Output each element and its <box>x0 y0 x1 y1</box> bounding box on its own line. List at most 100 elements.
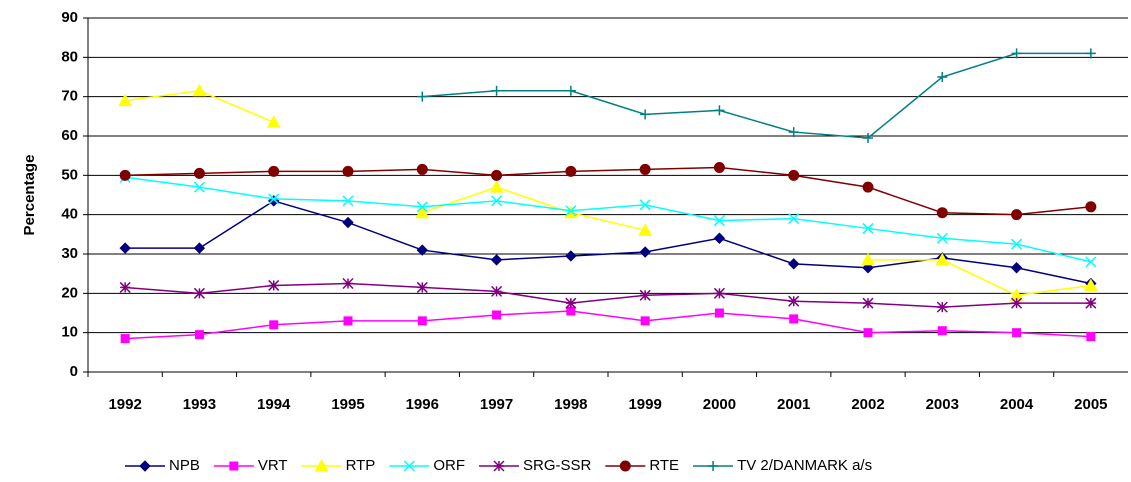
x-tick-label: 2002 <box>851 396 884 413</box>
marker <box>565 165 577 177</box>
marker <box>1084 278 1098 291</box>
marker <box>639 289 651 301</box>
marker <box>193 167 205 179</box>
marker <box>1085 297 1097 309</box>
marker <box>415 205 430 219</box>
marker <box>192 83 207 97</box>
marker <box>1011 209 1023 221</box>
marker <box>862 222 874 234</box>
marker <box>1012 328 1022 338</box>
marker <box>416 244 428 256</box>
y-axis-label: Percentage <box>21 155 38 236</box>
marker <box>565 250 577 262</box>
x-tick-label: 2005 <box>1074 396 1107 413</box>
marker <box>1085 256 1097 268</box>
x-tick-label: 1999 <box>628 396 661 413</box>
marker <box>268 165 280 177</box>
x-tick-label: 1998 <box>554 396 587 413</box>
legend-marker <box>403 460 415 472</box>
marker <box>714 308 724 318</box>
marker <box>788 169 800 181</box>
marker <box>639 246 651 258</box>
marker <box>565 85 576 96</box>
marker <box>935 252 950 266</box>
marker <box>268 193 280 205</box>
marker <box>1010 262 1023 274</box>
series-line <box>125 166 1091 216</box>
y-tick-label: 10 <box>61 324 78 341</box>
marker <box>713 232 726 244</box>
y-tick-label: 50 <box>61 166 78 183</box>
marker <box>565 205 577 217</box>
marker <box>1086 332 1096 342</box>
marker <box>861 252 875 266</box>
y-tick-label: 30 <box>61 245 78 262</box>
marker <box>268 279 280 291</box>
marker <box>638 223 652 236</box>
legend-marker <box>314 458 329 472</box>
marker <box>862 181 874 193</box>
marker <box>788 127 799 138</box>
legend-marker <box>493 460 505 472</box>
marker <box>863 132 873 143</box>
legend-label: VRT <box>258 457 288 474</box>
marker <box>268 195 280 207</box>
series-line <box>125 310 1091 340</box>
marker <box>936 301 948 313</box>
marker <box>564 205 578 219</box>
marker <box>713 161 725 173</box>
marker <box>936 232 948 244</box>
marker <box>490 254 503 266</box>
marker <box>639 199 651 211</box>
marker <box>266 115 281 128</box>
marker <box>119 169 131 181</box>
x-tick-label: 1994 <box>257 396 291 413</box>
legend-label: RTP <box>346 457 376 474</box>
marker <box>863 328 873 338</box>
x-tick-label: 1993 <box>183 396 216 413</box>
marker <box>1085 201 1097 213</box>
legend-label: RTE <box>649 457 679 474</box>
marker <box>491 169 503 181</box>
marker <box>492 310 502 320</box>
marker <box>342 216 354 229</box>
legend-label: ORF <box>433 457 465 474</box>
marker <box>788 258 800 270</box>
marker <box>417 316 427 326</box>
y-tick-label: 60 <box>61 127 78 144</box>
marker <box>342 277 354 290</box>
marker <box>193 242 206 254</box>
marker <box>789 314 799 324</box>
marker <box>1011 238 1023 250</box>
marker <box>565 297 577 309</box>
x-tick-label: 1995 <box>331 396 364 413</box>
marker <box>566 306 576 316</box>
x-tick-label: 2004 <box>1000 396 1034 413</box>
marker <box>343 316 353 326</box>
marker <box>416 281 428 293</box>
series-line <box>125 176 1092 263</box>
x-tick-label: 2003 <box>926 396 959 413</box>
y-tick-label: 90 <box>61 9 78 26</box>
x-tick-label: 2001 <box>777 396 810 413</box>
legend-label: NPB <box>169 457 200 474</box>
series-line <box>422 52 1091 139</box>
marker <box>120 334 130 344</box>
marker <box>1011 297 1023 309</box>
marker <box>342 165 354 177</box>
marker <box>118 93 132 107</box>
marker <box>119 281 131 293</box>
marker <box>862 297 874 309</box>
marker <box>491 195 503 207</box>
y-tick-label: 20 <box>61 284 78 301</box>
marker <box>937 72 948 82</box>
legend-marker <box>708 461 719 471</box>
marker <box>194 330 204 340</box>
marker <box>936 207 948 219</box>
y-tick-label: 80 <box>61 48 78 65</box>
x-tick-label: 1997 <box>480 396 513 413</box>
marker <box>119 242 131 254</box>
marker <box>788 213 800 225</box>
marker <box>269 320 279 330</box>
marker <box>713 287 725 299</box>
